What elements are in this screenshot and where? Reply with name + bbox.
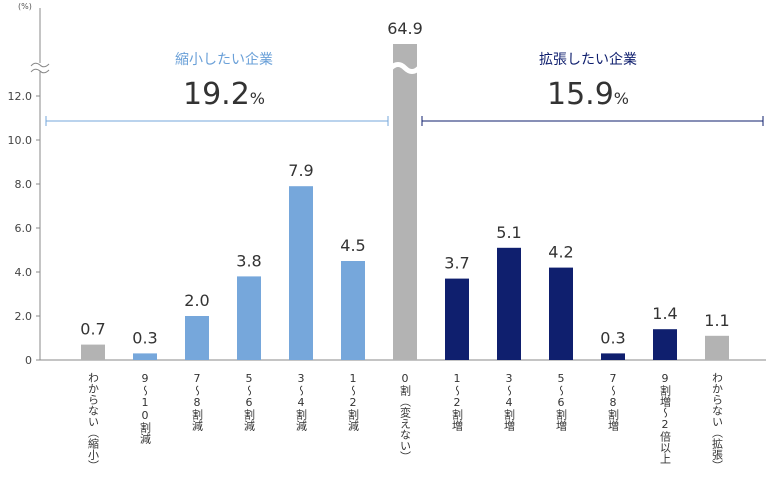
expand-annotation: 拡張したい企業 15.9% <box>421 51 764 126</box>
expand-annotation-number: 15.9 <box>547 77 614 112</box>
expand-annotation-label: 拡張したい企業 <box>539 51 637 68</box>
bar <box>185 316 209 360</box>
bar <box>653 329 677 360</box>
bar-value-label: 4.2 <box>548 243 573 262</box>
shrink-annotation: 縮小したい企業 19.2% <box>45 51 389 126</box>
bar-value-label: 64.9 <box>387 19 423 38</box>
bar <box>237 276 261 360</box>
bar <box>133 353 157 360</box>
bar-value-label: 3.7 <box>444 254 469 273</box>
bar <box>601 353 625 360</box>
x-tick-label: 1〜2割増 <box>451 372 464 432</box>
x-tick-label: 3〜4割減 <box>295 372 308 432</box>
x-tick-label: 9〜10割減 <box>139 372 152 445</box>
x-tick-label: 7〜8割増 <box>607 372 620 432</box>
y-tick-label: 2.0 <box>15 310 33 323</box>
bar <box>705 335 729 360</box>
y-tick-label: 4.0 <box>15 266 33 279</box>
y-tick-label: 8.0 <box>15 178 33 191</box>
x-tick-label: 5〜6割減 <box>243 372 256 432</box>
bar <box>497 247 521 360</box>
x-tick-label: わからない（拡張） <box>711 372 724 471</box>
bar-value-label: 0.7 <box>80 320 105 339</box>
x-tick-label: 3〜4割増 <box>503 372 516 432</box>
y-axis-break-mark <box>30 62 50 74</box>
bar-value-label: 0.3 <box>132 328 157 347</box>
bar-value-label: 0.3 <box>600 328 625 347</box>
bar <box>445 278 469 360</box>
expand-annotation-value: 15.9% <box>547 77 629 112</box>
expand-annotation-unit: % <box>614 89 629 108</box>
shrink-annotation-label: 縮小したい企業 <box>175 51 273 68</box>
bars: 0.7 0.3 2.0 3.8 7.9 4.5 64.9 3.7 5.1 4.2 0.3 1.4 1.1 <box>80 19 730 360</box>
x-tick-label: 0割（変えない） <box>399 372 412 462</box>
x-axis-labels: わからない（縮小） 9〜10割減 7〜8割減 5〜6割減 3〜4割減 1〜2割減 0割（変え… <box>87 372 724 471</box>
bar <box>289 186 313 360</box>
bar <box>81 344 105 360</box>
y-tick-label: 0 <box>25 354 32 367</box>
y-axis-unit: (%) <box>18 2 32 11</box>
x-tick-label: 7〜8割減 <box>191 372 204 432</box>
x-tick-label: 5〜6割増 <box>555 372 568 432</box>
bar-value-label: 1.1 <box>704 311 729 330</box>
bar <box>549 267 573 360</box>
x-tick-label: 1〜2割減 <box>347 372 360 432</box>
shrink-annotation-value: 19.2% <box>183 77 265 112</box>
y-tick-label: 10.0 <box>8 134 33 147</box>
bar-value-label: 5.1 <box>496 223 521 242</box>
bar-value-label: 7.9 <box>288 161 313 180</box>
bar-value-label: 2.0 <box>184 291 209 310</box>
bar <box>393 44 417 360</box>
bar <box>341 261 365 360</box>
shrink-annotation-unit: % <box>250 89 265 108</box>
x-tick-label: わからない（縮小） <box>87 372 100 471</box>
y-tick-label: 6.0 <box>15 222 33 235</box>
bar-value-label: 1.4 <box>652 304 677 323</box>
y-tick-label: 12.0 <box>8 90 33 103</box>
x-tick-label: 9割増〜2倍以上 <box>659 372 672 464</box>
bar-break-mark <box>389 62 421 74</box>
bar-value-label: 3.8 <box>236 251 261 270</box>
shrink-annotation-number: 19.2 <box>183 77 250 112</box>
bar-value-label: 4.5 <box>340 236 365 255</box>
